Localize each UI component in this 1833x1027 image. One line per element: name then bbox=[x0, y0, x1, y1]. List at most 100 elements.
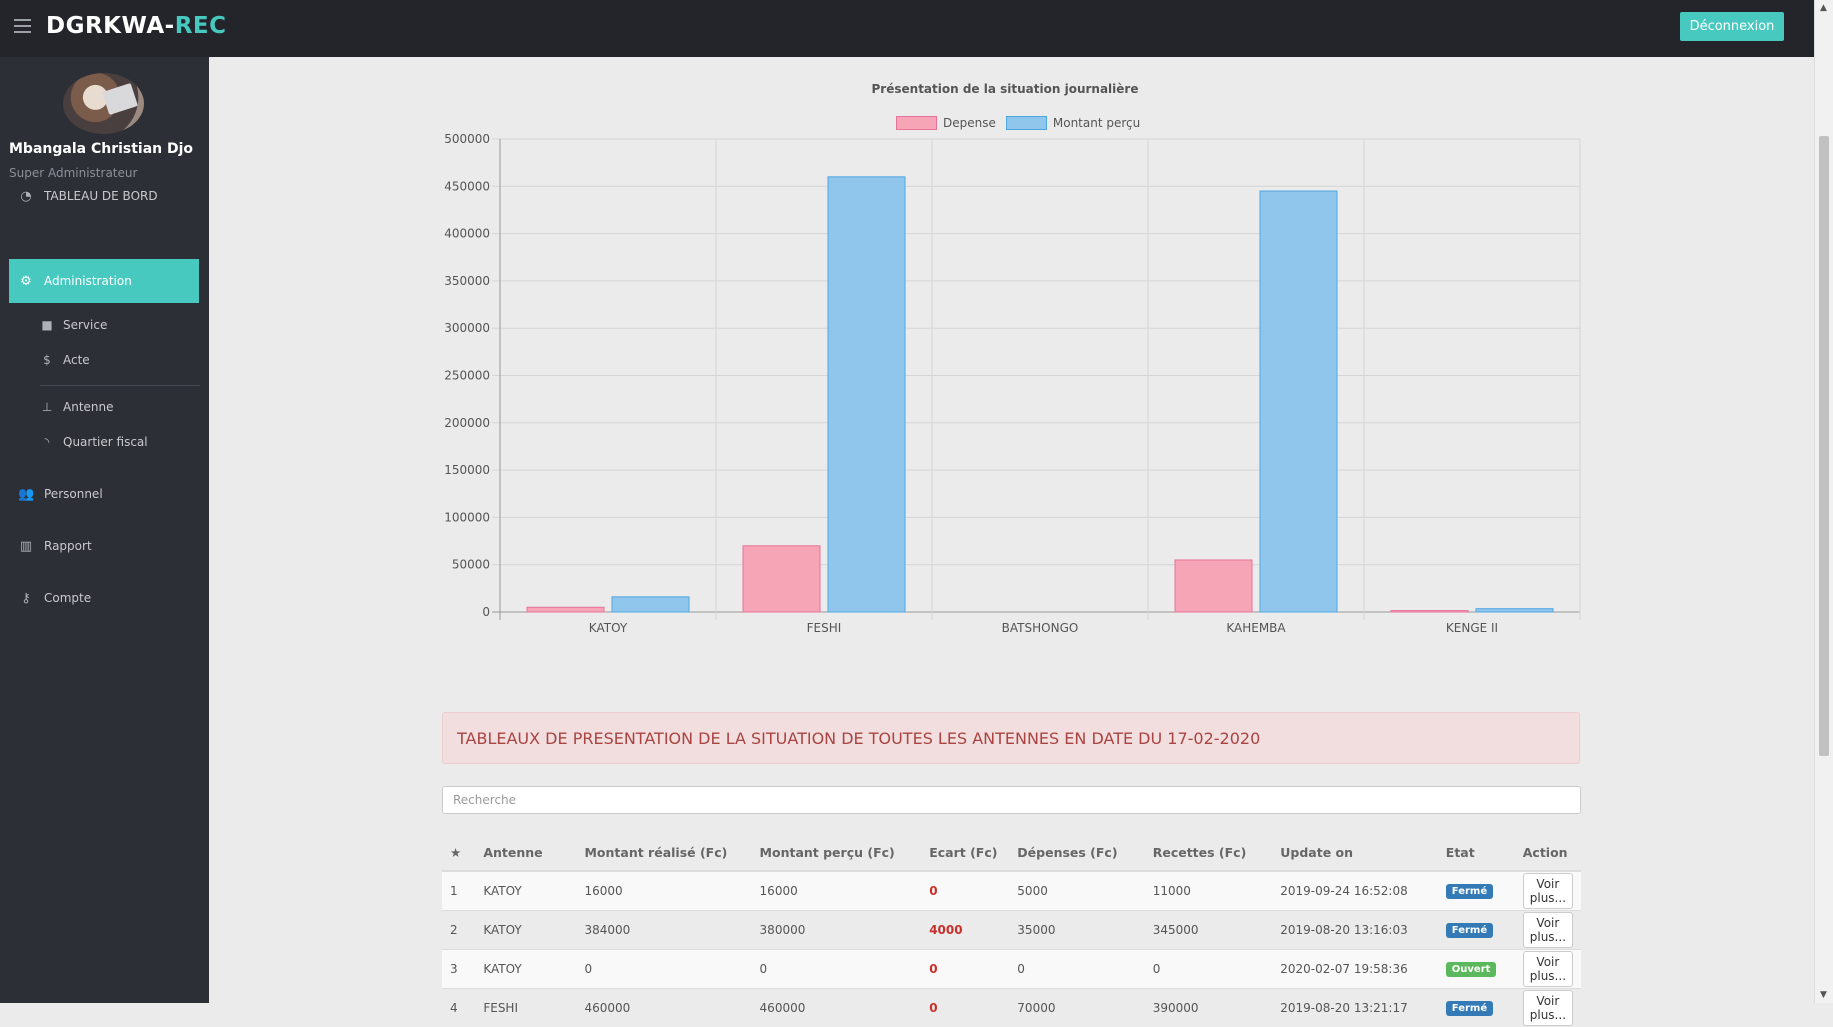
sidebar-subitem-label: Service bbox=[63, 318, 107, 332]
hamburger-menu-icon[interactable] bbox=[14, 19, 31, 33]
sidebar-item-label: Compte bbox=[44, 591, 91, 605]
sidebar-subitem-label: Antenne bbox=[63, 400, 114, 414]
cell-recettes: 390000 bbox=[1145, 989, 1273, 1027]
sidebar-item-administration[interactable]: ⚙ Administration bbox=[9, 259, 199, 303]
y-tick-label: 0 bbox=[482, 605, 490, 619]
cell-recettes: 0 bbox=[1145, 950, 1273, 989]
cell-montant-percu: 460000 bbox=[752, 989, 922, 1027]
sidebar-subitem-service[interactable]: ■ Service bbox=[40, 313, 107, 337]
cell-action: Voir plus... bbox=[1515, 989, 1581, 1027]
cell-depenses: 35000 bbox=[1009, 911, 1144, 950]
cell-etat: Fermé bbox=[1438, 871, 1515, 911]
sidebar-subitem-acte[interactable]: $ Acte bbox=[40, 348, 90, 372]
y-tick-label: 100000 bbox=[444, 510, 490, 524]
key-icon: ⚷ bbox=[18, 591, 34, 606]
voir-plus-button[interactable]: Voir plus... bbox=[1523, 951, 1573, 987]
scroll-up-arrow-icon[interactable]: ▲ bbox=[1820, 3, 1827, 13]
cell-antenne: FESHI bbox=[475, 989, 576, 1027]
sidebar-item-dashboard[interactable]: ◔ TABLEAU DE BORD bbox=[9, 174, 199, 218]
cell-update-on: 2019-08-20 13:21:17 bbox=[1272, 989, 1438, 1027]
cell-montant-percu: 0 bbox=[752, 950, 922, 989]
sidebar-subitem-antenne[interactable]: ⊥ Antenne bbox=[40, 395, 114, 419]
voir-plus-button[interactable]: Voir plus... bbox=[1523, 873, 1573, 909]
voir-plus-button[interactable]: Voir plus... bbox=[1523, 912, 1573, 948]
x-tick-label: KATOY bbox=[589, 621, 628, 635]
table-row: 3 KATOY 0 0 0 0 0 2020-02-07 19:58:36 Ou… bbox=[442, 950, 1581, 989]
y-tick-label: 200000 bbox=[444, 416, 490, 430]
sidebar-item-rapport[interactable]: ▥ Rapport bbox=[9, 524, 199, 568]
column-header-ecart[interactable]: Ecart (Fc) bbox=[921, 834, 1009, 871]
cell-etat: Fermé bbox=[1438, 911, 1515, 950]
cell-montant-realise: 16000 bbox=[576, 871, 751, 911]
table-row: 1 KATOY 16000 16000 0 5000 11000 2019-09… bbox=[442, 871, 1581, 911]
table-header-row: ★ Antenne Montant réalisé (Fc) Montant p… bbox=[442, 834, 1581, 871]
bar-chart-icon: ▥ bbox=[18, 539, 34, 554]
bar-montant-percu bbox=[1476, 609, 1553, 612]
voir-plus-button[interactable]: Voir plus... bbox=[1523, 990, 1573, 1026]
y-tick-label: 250000 bbox=[444, 369, 490, 383]
column-header-update-on[interactable]: Update on bbox=[1272, 834, 1438, 871]
cell-montant-realise: 460000 bbox=[576, 989, 751, 1027]
column-header-etat[interactable]: Etat bbox=[1438, 834, 1515, 871]
sidebar-subitem-quartier-fiscal[interactable]: ◝ Quartier fiscal bbox=[40, 430, 148, 454]
column-header-montant-percu[interactable]: Montant perçu (Fc) bbox=[752, 834, 922, 871]
table-row: 4 FESHI 460000 460000 0 70000 390000 201… bbox=[442, 989, 1581, 1027]
table-section-title: TABLEAUX DE PRESENTATION DE LA SITUATION… bbox=[442, 712, 1580, 764]
dashboard-icon: ◔ bbox=[18, 189, 34, 204]
logout-button[interactable]: Déconnexion bbox=[1680, 12, 1784, 41]
sidebar-item-personnel[interactable]: 👥 Personnel bbox=[9, 472, 199, 516]
brand-text-main: DGRKWA- bbox=[46, 13, 175, 39]
sidebar: Mbangala Christian Djo Super Administrat… bbox=[0, 57, 209, 1003]
cell-etat: Fermé bbox=[1438, 989, 1515, 1027]
cell-ecart: 0 bbox=[921, 871, 1009, 911]
status-badge: Fermé bbox=[1446, 1001, 1493, 1016]
search-input[interactable] bbox=[442, 786, 1581, 814]
users-icon: 👥 bbox=[18, 487, 34, 502]
cell-ecart: 4000 bbox=[921, 911, 1009, 950]
star-column-header-icon: ★ bbox=[442, 834, 475, 871]
brand-logo[interactable]: DGRKWA-REC bbox=[46, 13, 227, 39]
cell-ecart: 0 bbox=[921, 950, 1009, 989]
sidebar-item-label: Personnel bbox=[44, 487, 103, 501]
bar-montant-percu bbox=[828, 177, 905, 612]
cell-update-on: 2019-08-20 13:16:03 bbox=[1272, 911, 1438, 950]
y-tick-label: 50000 bbox=[452, 558, 490, 572]
cell-index: 3 bbox=[442, 950, 475, 989]
status-badge: Fermé bbox=[1446, 923, 1493, 938]
brand-text-accent: REC bbox=[175, 13, 227, 39]
cell-antenne: KATOY bbox=[475, 950, 576, 989]
cell-action: Voir plus... bbox=[1515, 950, 1581, 989]
cell-etat: Ouvert bbox=[1438, 950, 1515, 989]
bar-depense bbox=[743, 546, 820, 612]
cell-action: Voir plus... bbox=[1515, 911, 1581, 950]
column-header-antenne[interactable]: Antenne bbox=[475, 834, 576, 871]
x-tick-label: FESHI bbox=[807, 621, 842, 635]
cell-depenses: 70000 bbox=[1009, 989, 1144, 1027]
column-header-recettes[interactable]: Recettes (Fc) bbox=[1145, 834, 1273, 871]
cell-ecart: 0 bbox=[921, 989, 1009, 1027]
page-scrollbar[interactable]: ▲ ▼ bbox=[1814, 0, 1833, 1003]
avatar bbox=[63, 73, 144, 134]
y-tick-label: 300000 bbox=[444, 321, 490, 335]
sidebar-item-compte[interactable]: ⚷ Compte bbox=[9, 576, 199, 620]
scroll-thumb[interactable] bbox=[1819, 136, 1829, 756]
sidebar-subitem-label: Acte bbox=[63, 353, 90, 367]
x-tick-label: BATSHONGO bbox=[1002, 621, 1079, 635]
cell-action: Voir plus... bbox=[1515, 871, 1581, 911]
table-section-title-text: TABLEAUX DE PRESENTATION DE LA SITUATION… bbox=[457, 729, 1260, 748]
briefcase-icon: ■ bbox=[40, 318, 54, 332]
x-tick-label: KENGE II bbox=[1446, 621, 1498, 635]
column-header-depenses[interactable]: Dépenses (Fc) bbox=[1009, 834, 1144, 871]
cell-recettes: 345000 bbox=[1145, 911, 1273, 950]
scroll-down-arrow-icon[interactable]: ▼ bbox=[1820, 990, 1827, 1000]
cell-montant-percu: 380000 bbox=[752, 911, 922, 950]
cell-antenne: KATOY bbox=[475, 871, 576, 911]
antennes-table: ★ Antenne Montant réalisé (Fc) Montant p… bbox=[442, 834, 1581, 1027]
cell-update-on: 2020-02-07 19:58:36 bbox=[1272, 950, 1438, 989]
bar-depense bbox=[527, 607, 604, 612]
cell-index: 1 bbox=[442, 871, 475, 911]
bar-chart: 0500001000001500002000002500003000003500… bbox=[440, 128, 1590, 648]
sidebar-item-label: TABLEAU DE BORD bbox=[44, 189, 158, 203]
cell-index: 4 bbox=[442, 989, 475, 1027]
column-header-montant-realise[interactable]: Montant réalisé (Fc) bbox=[576, 834, 751, 871]
